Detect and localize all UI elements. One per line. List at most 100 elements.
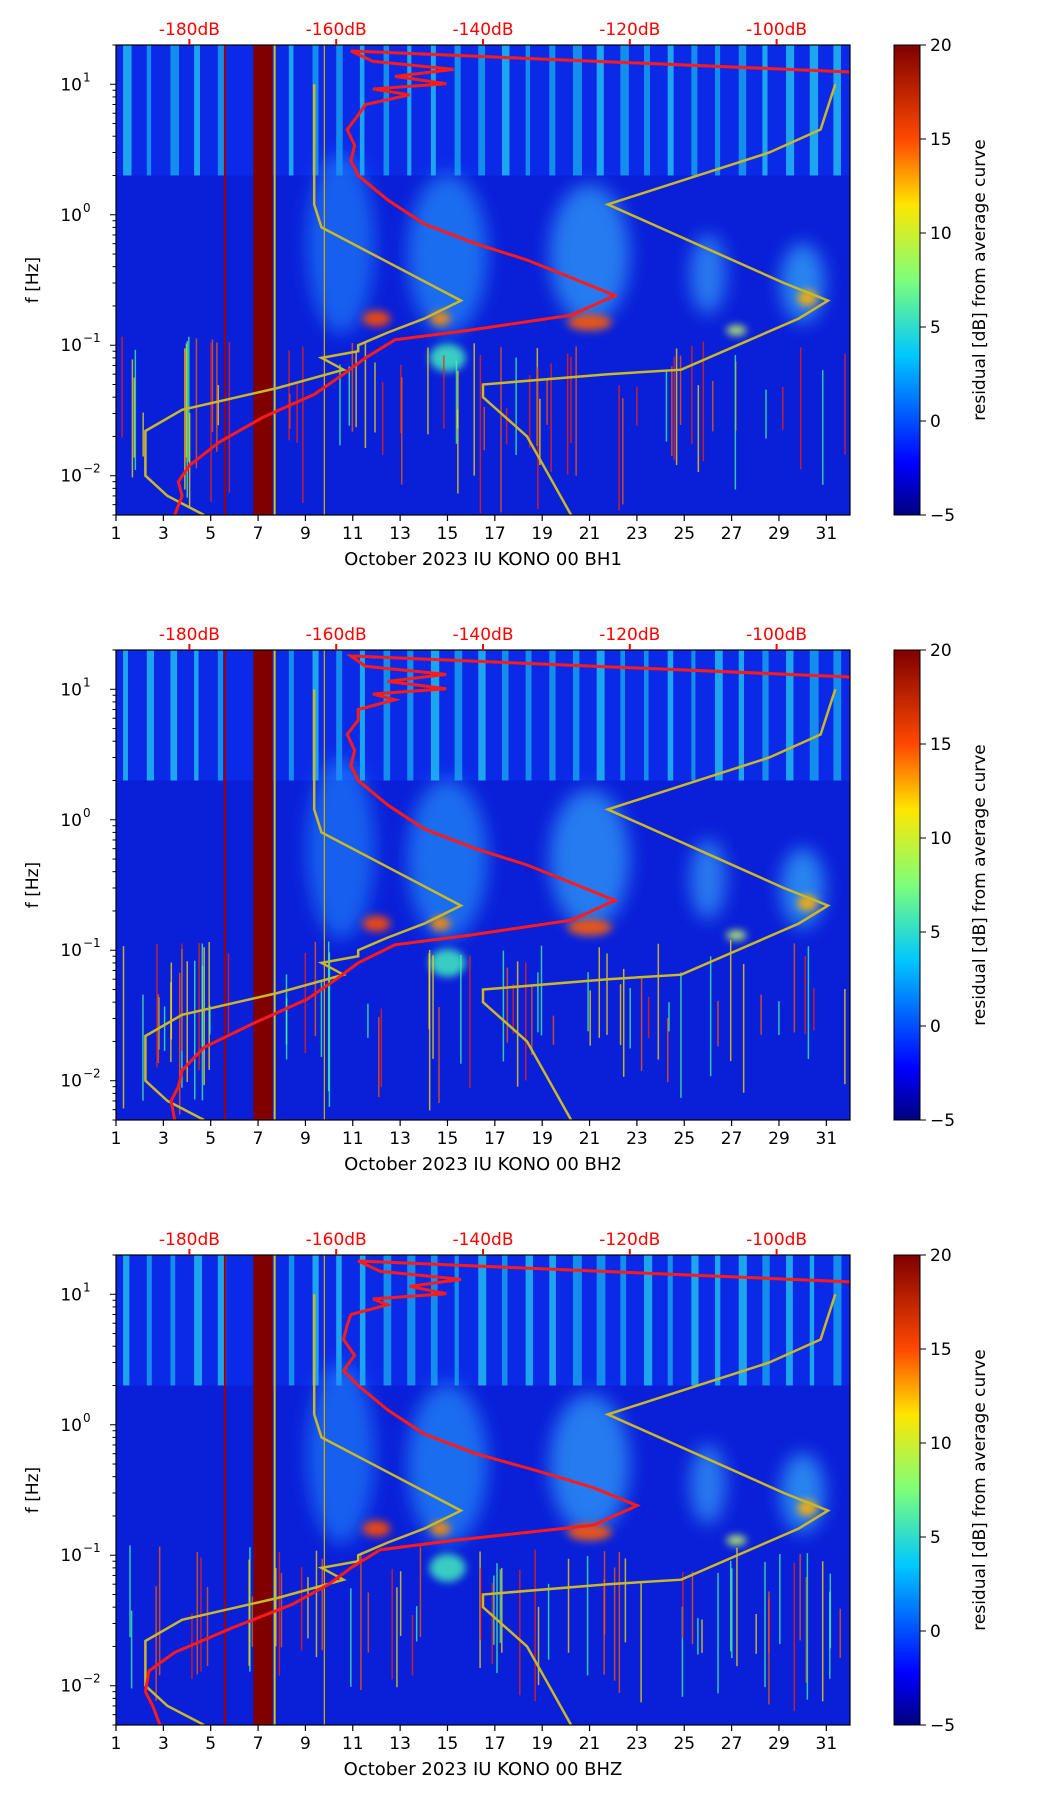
hot-spot <box>362 310 391 327</box>
x-axis-label: October 2023 IU KONO 00 BH2 <box>344 1154 622 1175</box>
colorbar-gradient <box>893 44 921 516</box>
y-tick-label: 10 <box>60 467 82 487</box>
x-tick-label: 27 <box>721 1129 743 1149</box>
hot-spot <box>429 1553 466 1582</box>
x-tick-label: 31 <box>816 1129 838 1149</box>
y-tick-exponent: 1 <box>83 675 91 689</box>
hf-burst <box>644 650 649 781</box>
x-tick-label: 7 <box>253 524 264 544</box>
hf-burst <box>407 650 414 781</box>
x-tick-label: 5 <box>205 1129 216 1149</box>
hf-burst <box>786 1255 793 1386</box>
hot-spot <box>430 311 451 326</box>
hf-burst <box>833 45 841 176</box>
hot-spots <box>362 895 818 977</box>
x-tick-label: 29 <box>768 1129 790 1149</box>
x-tick-label: 21 <box>579 1129 601 1149</box>
x-tick-label: 23 <box>626 524 648 544</box>
y-tick-exponent: 1 <box>83 70 91 84</box>
x-tick-label: 3 <box>158 524 169 544</box>
hf-burst <box>501 650 509 781</box>
y-tick-label: 10 <box>60 1416 82 1436</box>
hf-burst <box>549 45 556 176</box>
x-tick-label: 21 <box>579 1734 601 1754</box>
hf-burst <box>572 45 582 176</box>
db-tick-label: -180dB <box>159 1230 220 1250</box>
hf-burst <box>786 45 795 176</box>
x-tick-label: 23 <box>626 1129 648 1149</box>
hf-burst <box>146 45 152 176</box>
microseism-blob <box>689 1444 726 1525</box>
microseism-blob <box>780 847 825 928</box>
x-axis: 1 3 5 7 9 11 13 15 17 19 21 23 25 27 29 31 <box>111 1725 837 1754</box>
y-tick-exponent: −1 <box>83 936 101 950</box>
microseism-blob <box>407 779 488 940</box>
hf-burst <box>312 650 319 781</box>
hf-burst <box>549 650 556 781</box>
hf-burst <box>454 1255 459 1386</box>
colorbar-tick-label: 15 <box>930 130 952 150</box>
x-tick-label: 7 <box>253 1734 264 1754</box>
db-tick-label: -120dB <box>599 1230 660 1250</box>
db-axis: -180dB -160dB -140dB -120dB -100dB <box>159 1230 807 1255</box>
hf-burst <box>288 45 294 176</box>
x-tick-label: 9 <box>300 1129 311 1149</box>
colorbar-tick-label: 10 <box>930 829 952 849</box>
x-tick-label: 25 <box>673 1734 695 1754</box>
x-tick-label: 1 <box>111 524 122 544</box>
colorbar-tick-label: 10 <box>930 224 952 244</box>
hf-burst <box>667 650 674 781</box>
x-tick-label: 19 <box>531 1129 553 1149</box>
colorbar: −5 0 5 10 15 20 residual [dB] from average cur… <box>893 36 990 526</box>
hf-burst <box>312 1255 319 1386</box>
colorbar-label: residual [dB] from average curve <box>970 1349 990 1630</box>
data-gap-band <box>253 45 273 515</box>
hf-burst <box>288 650 294 781</box>
hf-burst <box>644 45 650 176</box>
hot-spot <box>726 325 747 336</box>
hf-burst <box>762 45 768 176</box>
colorbar-tick-label: 5 <box>930 318 941 338</box>
db-tick-label: -180dB <box>159 625 220 645</box>
y-tick-exponent: 0 <box>83 201 91 215</box>
db-axis: -180dB -160dB -140dB -120dB -100dB <box>159 625 807 650</box>
hf-burst <box>336 45 343 176</box>
x-axis: 1 3 5 7 9 11 13 15 17 19 21 23 25 27 29 31 <box>111 515 837 544</box>
hf-burst <box>762 650 769 781</box>
hot-spots <box>362 290 818 372</box>
hf-burst <box>146 650 154 781</box>
hot-spot <box>429 343 466 372</box>
spectrogram-area <box>116 650 850 1120</box>
colorbar-tick-label: 0 <box>930 1622 941 1642</box>
hot-spot <box>567 919 612 936</box>
colorbar-tick-label: −5 <box>930 506 955 526</box>
y-tick-label: 10 <box>60 75 82 95</box>
x-axis: 1 3 5 7 9 11 13 15 17 19 21 23 25 27 29 31 <box>111 1120 838 1149</box>
x-tick-label: 1 <box>111 1129 122 1149</box>
hf-burst <box>501 1255 508 1386</box>
hf-burst <box>596 1255 606 1386</box>
x-tick-label: 29 <box>768 1734 790 1754</box>
y-tick-exponent: −1 <box>83 1541 101 1555</box>
hf-burst <box>572 1255 582 1386</box>
high-noise-model-line <box>481 83 837 515</box>
hf-burst <box>194 1255 203 1386</box>
low-noise-model-line <box>144 1294 464 1725</box>
hot-spot <box>362 915 391 932</box>
x-tick-label: 21 <box>579 524 601 544</box>
db-tick-label: -100dB <box>746 1230 807 1250</box>
colorbar-tick-label: 20 <box>930 641 952 661</box>
y-tick-label: 10 <box>60 941 82 961</box>
db-tick-label: -160dB <box>306 1230 367 1250</box>
y-tick-exponent: −2 <box>83 1672 101 1686</box>
microseism-blob <box>549 789 630 930</box>
x-tick-label: 5 <box>205 524 216 544</box>
hf-burst <box>170 45 179 176</box>
hf-burst <box>383 650 391 781</box>
db-tick-label: -180dB <box>159 20 220 40</box>
hf-burst <box>715 1255 721 1386</box>
x-axis-label: October 2023 IU KONO 00 BHZ <box>344 1759 623 1780</box>
microseism-blob <box>689 234 726 315</box>
